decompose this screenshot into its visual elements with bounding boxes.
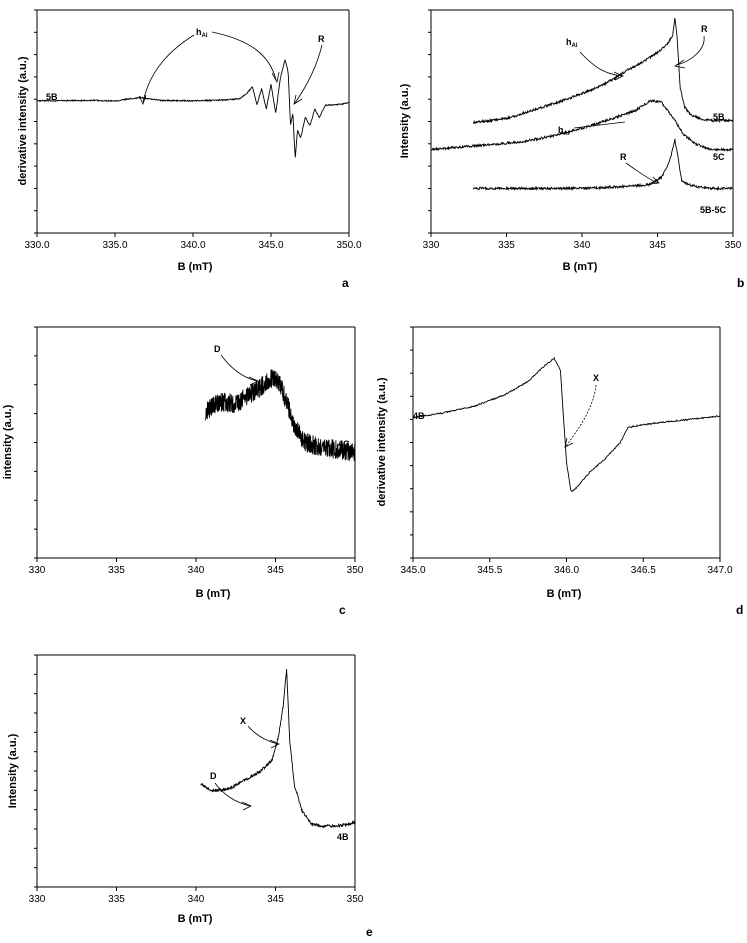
annotation-arrow: [564, 437, 574, 448]
x-tick-label: 340: [188, 894, 205, 905]
x-tick-label: 330: [29, 894, 46, 905]
y-axis-title: Intensity (a.u.): [7, 733, 19, 808]
x-tick-label: 335: [498, 240, 515, 251]
label-4b: 4B: [413, 411, 425, 421]
label-r: R: [620, 152, 627, 162]
label-r: R: [318, 34, 325, 44]
series-line-5c: [430, 98, 734, 153]
y-axis-title: Intensity (a.u.): [399, 83, 411, 158]
x-axis-title: B (mT): [563, 261, 598, 273]
annotation-arrow: [214, 782, 251, 807]
annotation-arrow: [294, 44, 323, 104]
x-tick-label: 350: [347, 565, 364, 576]
annotation-arrow: [269, 739, 280, 749]
x-tick-label: 345.0: [400, 565, 425, 576]
annotation-arrow: [138, 94, 147, 106]
series-line-5b: [472, 17, 734, 125]
annotation-arrow: [271, 71, 280, 84]
label-hal: hAl: [196, 27, 208, 39]
annotation-arrow: [675, 35, 705, 66]
label-d: D: [214, 344, 221, 354]
series-line-4b: [200, 669, 356, 829]
panel-letter-a: a: [342, 276, 349, 290]
x-tick-label: 330.0: [24, 240, 49, 251]
panel-letter-b: b: [737, 276, 744, 290]
x-tick-label: 350.0: [336, 240, 361, 251]
annotation-arrow: [220, 354, 258, 382]
x-tick-label: 345: [267, 565, 284, 576]
x-tick-label: 340.0: [180, 240, 205, 251]
annotation-arrow: [293, 94, 303, 105]
panel-d: 345.0 345.5 346.0 346.5 347.0 B (mT) derivativ…: [376, 326, 733, 600]
series-line-5b-5c: [472, 138, 734, 192]
annotation-arrow: [248, 376, 259, 386]
series-label-4b: 4B: [337, 832, 349, 842]
label-hal: hAl: [558, 125, 570, 137]
x-tick-label: 345: [649, 240, 666, 251]
x-tick-label: 330: [423, 240, 440, 251]
label-d: D: [210, 771, 217, 781]
series-line-4c: [205, 369, 356, 461]
x-tick-label: 350: [347, 894, 364, 905]
x-tick-label: 335.0: [102, 240, 127, 251]
panel-b: 330 335 340 345 350 B (mT) Intensity (a.u.): [399, 9, 742, 273]
x-tick-label: 330: [29, 565, 46, 576]
x-axis-title: B (mT): [178, 261, 213, 273]
x-tick-label: 335: [108, 565, 125, 576]
annotation-arrow: [579, 51, 623, 77]
annotation-arrow: [673, 59, 686, 69]
label-5b: 5B: [46, 92, 58, 102]
y-axis-title: derivative intensity (a.u.): [17, 56, 29, 185]
panel-letter-e: e: [366, 925, 373, 939]
series-label-4c: 4C: [338, 439, 350, 449]
x-tick-label: 335: [108, 894, 125, 905]
annotation-arrow: [565, 384, 597, 447]
x-axis-title: B (mT): [178, 913, 213, 925]
x-tick-label: 345: [267, 894, 284, 905]
panel-a: 330.0 335.0 340.0 345.0 350.0 B (mT) derivativ…: [17, 9, 362, 273]
series-line-4b: [412, 356, 721, 492]
x-tick-label: 347.0: [707, 565, 732, 576]
x-axis-title: B (mT): [547, 588, 582, 600]
label-hal: hAl: [566, 37, 578, 49]
label-x: X: [240, 716, 246, 726]
annotation-arrow: [625, 162, 659, 184]
x-axis-title: B (mT): [196, 588, 231, 600]
series-label-5b-5c: 5B-5C: [700, 205, 727, 215]
annotation-arrow: [573, 121, 626, 129]
annotation-arrow: [211, 31, 277, 81]
series-label-5b: 5B: [713, 112, 725, 122]
annotation-arrow: [649, 176, 660, 185]
panel-letter-d: d: [736, 603, 743, 617]
series-label-5c: 5C: [713, 152, 725, 162]
annotation-arrow: [613, 71, 624, 81]
x-tick-label: 345.5: [477, 565, 502, 576]
y-axis-title: derivative intensity (a.u.): [376, 377, 388, 506]
x-tick-label: 345.0: [258, 240, 283, 251]
annotation-arrow: [247, 725, 279, 745]
series-line-5b: [36, 59, 349, 158]
x-tick-label: 350: [725, 240, 742, 251]
annotation-arrow: [142, 34, 195, 103]
panel-e: 330 335 340 345 350 B (mT) Intensity (a.u.): [7, 654, 364, 925]
label-r: R: [701, 24, 708, 34]
panel-c: 330 335 340 345 350 B (mT) intensity (a.u.): [2, 326, 364, 600]
x-tick-label: 346.0: [554, 565, 579, 576]
annotation-arrow: [241, 801, 252, 811]
x-tick-label: 340: [574, 240, 591, 251]
y-axis-title: intensity (a.u.): [2, 404, 14, 479]
label-x: X: [593, 373, 599, 383]
x-tick-label: 340: [188, 565, 205, 576]
x-tick-label: 346.5: [631, 565, 656, 576]
panel-letter-c: c: [339, 603, 346, 617]
